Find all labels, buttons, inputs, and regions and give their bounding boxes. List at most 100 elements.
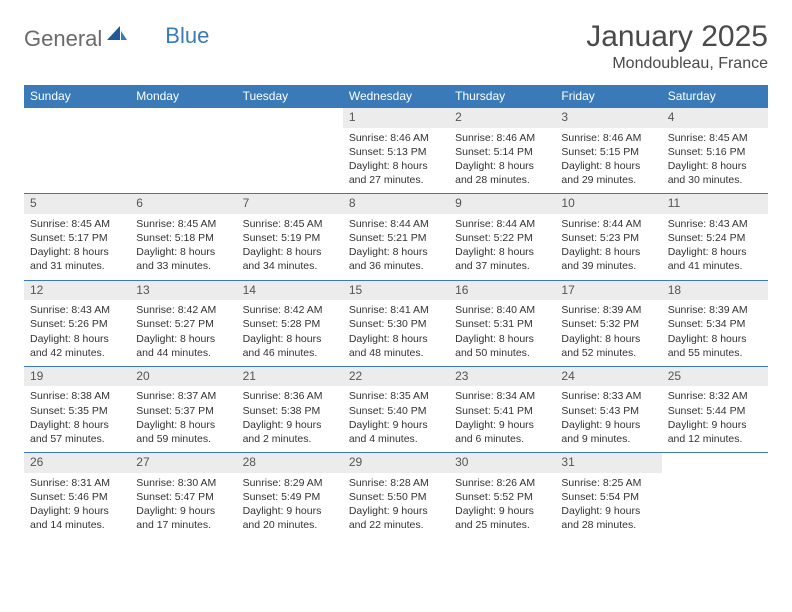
header: General Blue January 2025 Mondoubleau, F…: [24, 20, 768, 73]
day-details: Sunrise: 8:38 AMSunset: 5:35 PMDaylight:…: [24, 386, 130, 452]
calendar-table: SundayMondayTuesdayWednesdayThursdayFrid…: [24, 85, 768, 538]
day-number: 28: [237, 453, 343, 473]
day-number: 12: [24, 281, 130, 301]
calendar-body: 1Sunrise: 8:46 AMSunset: 5:13 PMDaylight…: [24, 108, 768, 539]
calendar-day-cell: 11Sunrise: 8:43 AMSunset: 5:24 PMDayligh…: [662, 194, 768, 280]
calendar-week-row: 19Sunrise: 8:38 AMSunset: 5:35 PMDayligh…: [24, 366, 768, 452]
calendar-week-row: 12Sunrise: 8:43 AMSunset: 5:26 PMDayligh…: [24, 280, 768, 366]
weekday-header: Thursday: [449, 85, 555, 108]
calendar-week-row: 26Sunrise: 8:31 AMSunset: 5:46 PMDayligh…: [24, 453, 768, 539]
weekday-header: Monday: [130, 85, 236, 108]
day-details: [24, 128, 130, 151]
calendar-day-cell: 22Sunrise: 8:35 AMSunset: 5:40 PMDayligh…: [343, 366, 449, 452]
logo-text-part2: Blue: [165, 23, 209, 49]
page-title: January 2025: [586, 20, 768, 53]
calendar-day-cell: [237, 108, 343, 194]
day-details: Sunrise: 8:37 AMSunset: 5:37 PMDaylight:…: [130, 386, 236, 452]
day-number: 10: [555, 194, 661, 214]
weekday-header: Tuesday: [237, 85, 343, 108]
calendar-day-cell: 31Sunrise: 8:25 AMSunset: 5:54 PMDayligh…: [555, 453, 661, 539]
calendar-day-cell: 14Sunrise: 8:42 AMSunset: 5:28 PMDayligh…: [237, 280, 343, 366]
day-number: 2: [449, 108, 555, 128]
day-number: 23: [449, 367, 555, 387]
day-number: [662, 453, 768, 473]
day-details: Sunrise: 8:41 AMSunset: 5:30 PMDaylight:…: [343, 300, 449, 366]
day-number: 21: [237, 367, 343, 387]
day-details: [237, 128, 343, 151]
day-number: 27: [130, 453, 236, 473]
day-number: 20: [130, 367, 236, 387]
calendar-day-cell: 5Sunrise: 8:45 AMSunset: 5:17 PMDaylight…: [24, 194, 130, 280]
calendar-day-cell: 16Sunrise: 8:40 AMSunset: 5:31 PMDayligh…: [449, 280, 555, 366]
day-number: 3: [555, 108, 661, 128]
weekday-header: Saturday: [662, 85, 768, 108]
day-number: 24: [555, 367, 661, 387]
day-details: Sunrise: 8:44 AMSunset: 5:22 PMDaylight:…: [449, 214, 555, 280]
title-block: January 2025 Mondoubleau, France: [586, 20, 768, 73]
calendar-day-cell: 8Sunrise: 8:44 AMSunset: 5:21 PMDaylight…: [343, 194, 449, 280]
weekday-header: Wednesday: [343, 85, 449, 108]
day-details: Sunrise: 8:42 AMSunset: 5:27 PMDaylight:…: [130, 300, 236, 366]
day-details: Sunrise: 8:34 AMSunset: 5:41 PMDaylight:…: [449, 386, 555, 452]
calendar-day-cell: 12Sunrise: 8:43 AMSunset: 5:26 PMDayligh…: [24, 280, 130, 366]
day-number: 19: [24, 367, 130, 387]
day-details: Sunrise: 8:35 AMSunset: 5:40 PMDaylight:…: [343, 386, 449, 452]
calendar-day-cell: 10Sunrise: 8:44 AMSunset: 5:23 PMDayligh…: [555, 194, 661, 280]
day-number: 5: [24, 194, 130, 214]
day-number: 29: [343, 453, 449, 473]
day-number: 13: [130, 281, 236, 301]
calendar-day-cell: 23Sunrise: 8:34 AMSunset: 5:41 PMDayligh…: [449, 366, 555, 452]
day-details: Sunrise: 8:39 AMSunset: 5:34 PMDaylight:…: [662, 300, 768, 366]
calendar-day-cell: 30Sunrise: 8:26 AMSunset: 5:52 PMDayligh…: [449, 453, 555, 539]
calendar-day-cell: 15Sunrise: 8:41 AMSunset: 5:30 PMDayligh…: [343, 280, 449, 366]
calendar-day-cell: 7Sunrise: 8:45 AMSunset: 5:19 PMDaylight…: [237, 194, 343, 280]
day-details: Sunrise: 8:29 AMSunset: 5:49 PMDaylight:…: [237, 473, 343, 539]
day-number: 1: [343, 108, 449, 128]
calendar-day-cell: 19Sunrise: 8:38 AMSunset: 5:35 PMDayligh…: [24, 366, 130, 452]
calendar-week-row: 1Sunrise: 8:46 AMSunset: 5:13 PMDaylight…: [24, 108, 768, 194]
day-details: Sunrise: 8:42 AMSunset: 5:28 PMDaylight:…: [237, 300, 343, 366]
day-details: Sunrise: 8:45 AMSunset: 5:17 PMDaylight:…: [24, 214, 130, 280]
calendar-day-cell: 24Sunrise: 8:33 AMSunset: 5:43 PMDayligh…: [555, 366, 661, 452]
day-details: [662, 473, 768, 496]
day-number: 31: [555, 453, 661, 473]
day-details: Sunrise: 8:43 AMSunset: 5:24 PMDaylight:…: [662, 214, 768, 280]
calendar-day-cell: 20Sunrise: 8:37 AMSunset: 5:37 PMDayligh…: [130, 366, 236, 452]
calendar-day-cell: [662, 453, 768, 539]
calendar-day-cell: 17Sunrise: 8:39 AMSunset: 5:32 PMDayligh…: [555, 280, 661, 366]
day-details: Sunrise: 8:44 AMSunset: 5:21 PMDaylight:…: [343, 214, 449, 280]
day-number: 26: [24, 453, 130, 473]
calendar-header-row: SundayMondayTuesdayWednesdayThursdayFrid…: [24, 85, 768, 108]
calendar-week-row: 5Sunrise: 8:45 AMSunset: 5:17 PMDaylight…: [24, 194, 768, 280]
day-number: 17: [555, 281, 661, 301]
day-details: Sunrise: 8:40 AMSunset: 5:31 PMDaylight:…: [449, 300, 555, 366]
day-details: Sunrise: 8:33 AMSunset: 5:43 PMDaylight:…: [555, 386, 661, 452]
calendar-day-cell: 13Sunrise: 8:42 AMSunset: 5:27 PMDayligh…: [130, 280, 236, 366]
calendar-day-cell: 26Sunrise: 8:31 AMSunset: 5:46 PMDayligh…: [24, 453, 130, 539]
logo-text-part1: General: [24, 26, 102, 52]
day-details: Sunrise: 8:36 AMSunset: 5:38 PMDaylight:…: [237, 386, 343, 452]
calendar-day-cell: 4Sunrise: 8:45 AMSunset: 5:16 PMDaylight…: [662, 108, 768, 194]
day-details: Sunrise: 8:31 AMSunset: 5:46 PMDaylight:…: [24, 473, 130, 539]
calendar-day-cell: 2Sunrise: 8:46 AMSunset: 5:14 PMDaylight…: [449, 108, 555, 194]
logo: General Blue: [24, 20, 209, 52]
day-number: [24, 108, 130, 128]
day-number: 18: [662, 281, 768, 301]
day-number: 25: [662, 367, 768, 387]
calendar-day-cell: 21Sunrise: 8:36 AMSunset: 5:38 PMDayligh…: [237, 366, 343, 452]
calendar-day-cell: 3Sunrise: 8:46 AMSunset: 5:15 PMDaylight…: [555, 108, 661, 194]
day-number: [130, 108, 236, 128]
day-number: 16: [449, 281, 555, 301]
calendar-day-cell: [24, 108, 130, 194]
day-number: 11: [662, 194, 768, 214]
calendar-day-cell: 9Sunrise: 8:44 AMSunset: 5:22 PMDaylight…: [449, 194, 555, 280]
day-details: Sunrise: 8:46 AMSunset: 5:14 PMDaylight:…: [449, 128, 555, 194]
calendar-day-cell: 28Sunrise: 8:29 AMSunset: 5:49 PMDayligh…: [237, 453, 343, 539]
day-number: 8: [343, 194, 449, 214]
day-number: 7: [237, 194, 343, 214]
weekday-header: Sunday: [24, 85, 130, 108]
calendar-day-cell: 1Sunrise: 8:46 AMSunset: 5:13 PMDaylight…: [343, 108, 449, 194]
location: Mondoubleau, France: [586, 55, 768, 73]
day-details: Sunrise: 8:32 AMSunset: 5:44 PMDaylight:…: [662, 386, 768, 452]
day-number: [237, 108, 343, 128]
